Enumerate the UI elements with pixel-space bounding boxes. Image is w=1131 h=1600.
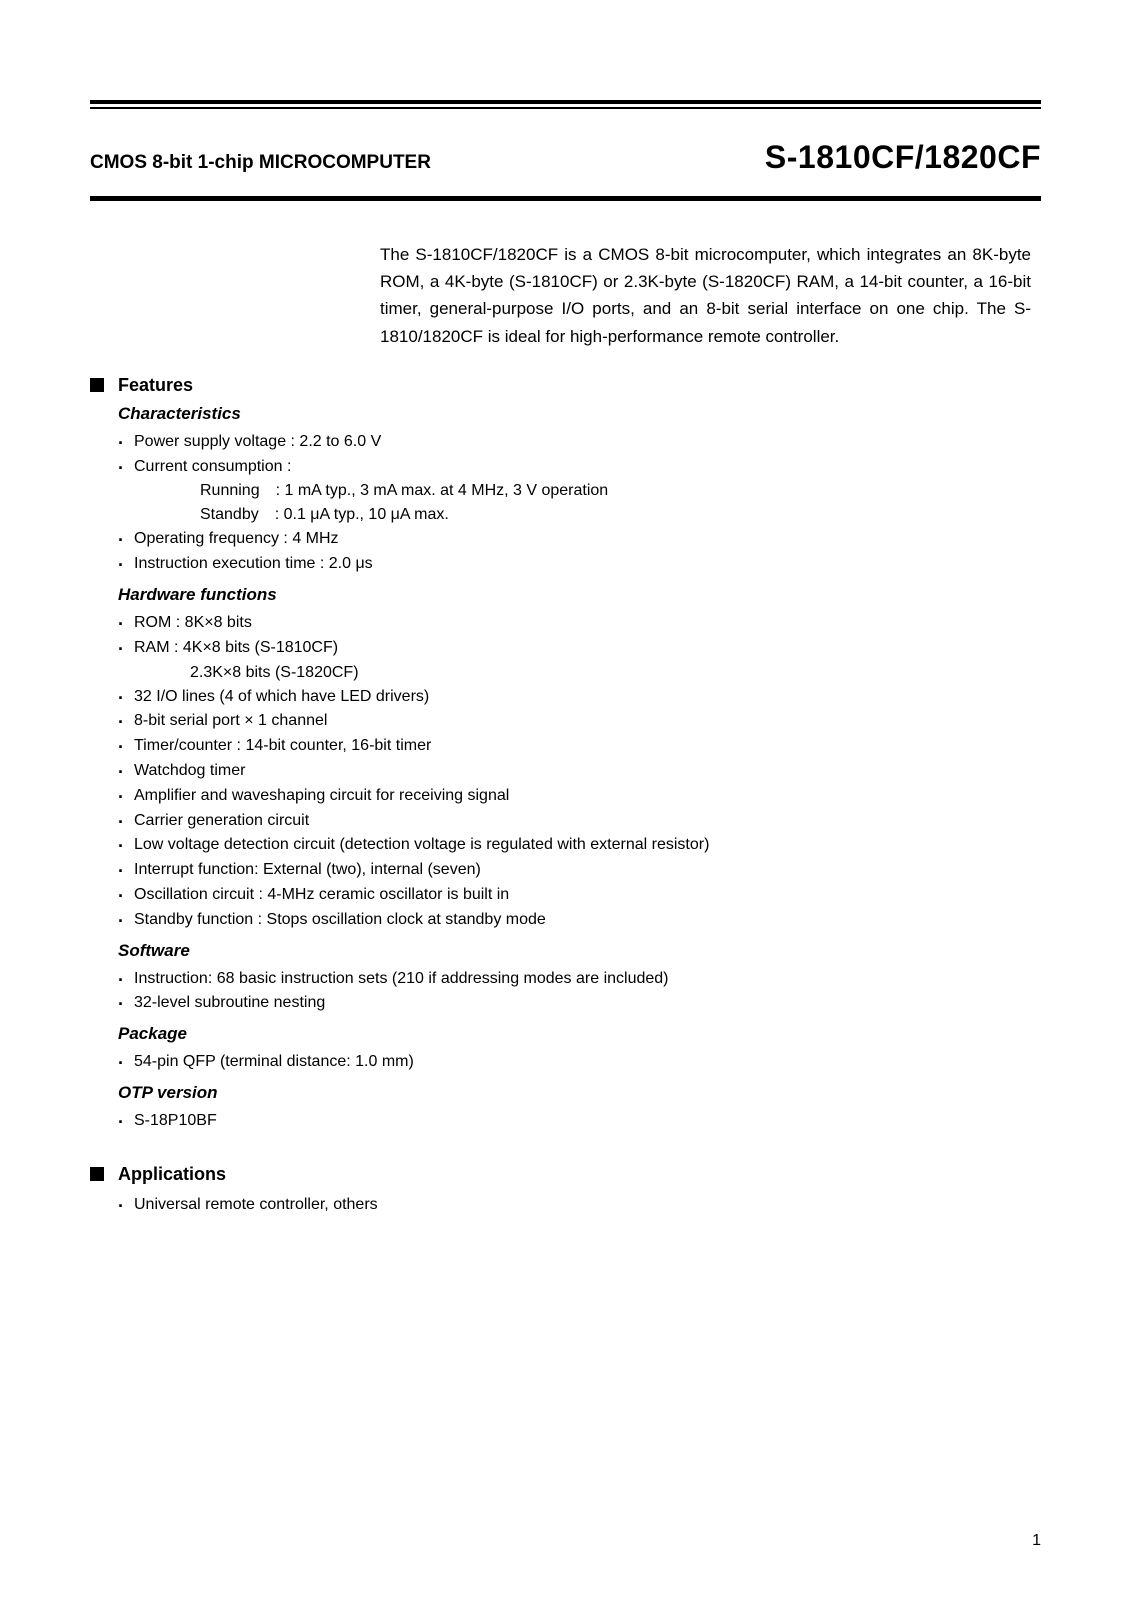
mid-rule xyxy=(90,196,1041,201)
spec-io-lines: 32 I/O lines (4 of which have LED driver… xyxy=(118,685,1041,710)
spec-package: 54-pin QFP (terminal distance: 1.0 mm) xyxy=(118,1050,1041,1075)
spec-current-running: Running : 1 mA typ., 3 mA max. at 4 MHz,… xyxy=(200,479,1041,503)
spec-ram: RAM : 4K×8 bits (S-1810CF) xyxy=(118,636,1041,661)
spec-frequency: Operating frequency : 4 MHz xyxy=(118,527,1041,552)
spec-carrier: Carrier generation circuit xyxy=(118,809,1041,834)
spec-serial: 8-bit serial port × 1 channel xyxy=(118,709,1041,734)
datasheet-page: CMOS 8-bit 1-chip MICROCOMPUTER S-1810CF… xyxy=(0,0,1131,1600)
package-subhead: Package xyxy=(118,1024,1041,1044)
spec-low-voltage: Low voltage detection circuit (detection… xyxy=(118,833,1041,858)
square-bullet-icon xyxy=(90,1167,104,1181)
part-number-title: S-1810CF/1820CF xyxy=(765,139,1041,176)
header-row: CMOS 8-bit 1-chip MICROCOMPUTER S-1810CF… xyxy=(90,139,1041,176)
square-bullet-icon xyxy=(90,378,104,392)
spec-current-standby: Standby : 0.1 μA typ., 10 μA max. xyxy=(200,503,1041,527)
spec-power-supply: Power supply voltage : 2.2 to 6.0 V xyxy=(118,430,1041,455)
otp-subhead: OTP version xyxy=(118,1083,1041,1103)
features-title: Features xyxy=(118,375,193,396)
spec-current: Current consumption : xyxy=(118,455,1041,480)
spec-rom: ROM : 8K×8 bits xyxy=(118,611,1041,636)
spec-ram-2: 2.3K×8 bits (S-1820CF) xyxy=(190,661,1041,685)
features-heading: Features xyxy=(90,375,1041,396)
characteristics-subhead: Characteristics xyxy=(118,404,1041,424)
spec-oscillation: Oscillation circuit : 4-MHz ceramic osci… xyxy=(118,883,1041,908)
spec-watchdog: Watchdog timer xyxy=(118,759,1041,784)
spec-exec-time: Instruction execution time : 2.0 μs xyxy=(118,552,1041,577)
spec-instruction: Instruction: 68 basic instruction sets (… xyxy=(118,967,1041,992)
spec-nesting: 32-level subroutine nesting xyxy=(118,991,1041,1016)
hardware-subhead: Hardware functions xyxy=(118,585,1041,605)
applications-title: Applications xyxy=(118,1164,226,1185)
top-rule xyxy=(90,100,1041,109)
document-subtitle: CMOS 8-bit 1-chip MICROCOMPUTER xyxy=(90,152,431,174)
spec-otp-part: S-18P10BF xyxy=(118,1109,1041,1134)
software-subhead: Software xyxy=(118,941,1041,961)
page-number: 1 xyxy=(1032,1532,1041,1550)
spec-interrupt: Interrupt function: External (two), inte… xyxy=(118,858,1041,883)
intro-paragraph: The S-1810CF/1820CF is a CMOS 8-bit micr… xyxy=(380,241,1031,350)
spec-amplifier: Amplifier and waveshaping circuit for re… xyxy=(118,784,1041,809)
applications-heading: Applications xyxy=(90,1164,1041,1185)
application-item: Universal remote controller, others xyxy=(118,1193,1041,1218)
spec-timer: Timer/counter : 14-bit counter, 16-bit t… xyxy=(118,734,1041,759)
spec-standby: Standby function : Stops oscillation clo… xyxy=(118,908,1041,933)
